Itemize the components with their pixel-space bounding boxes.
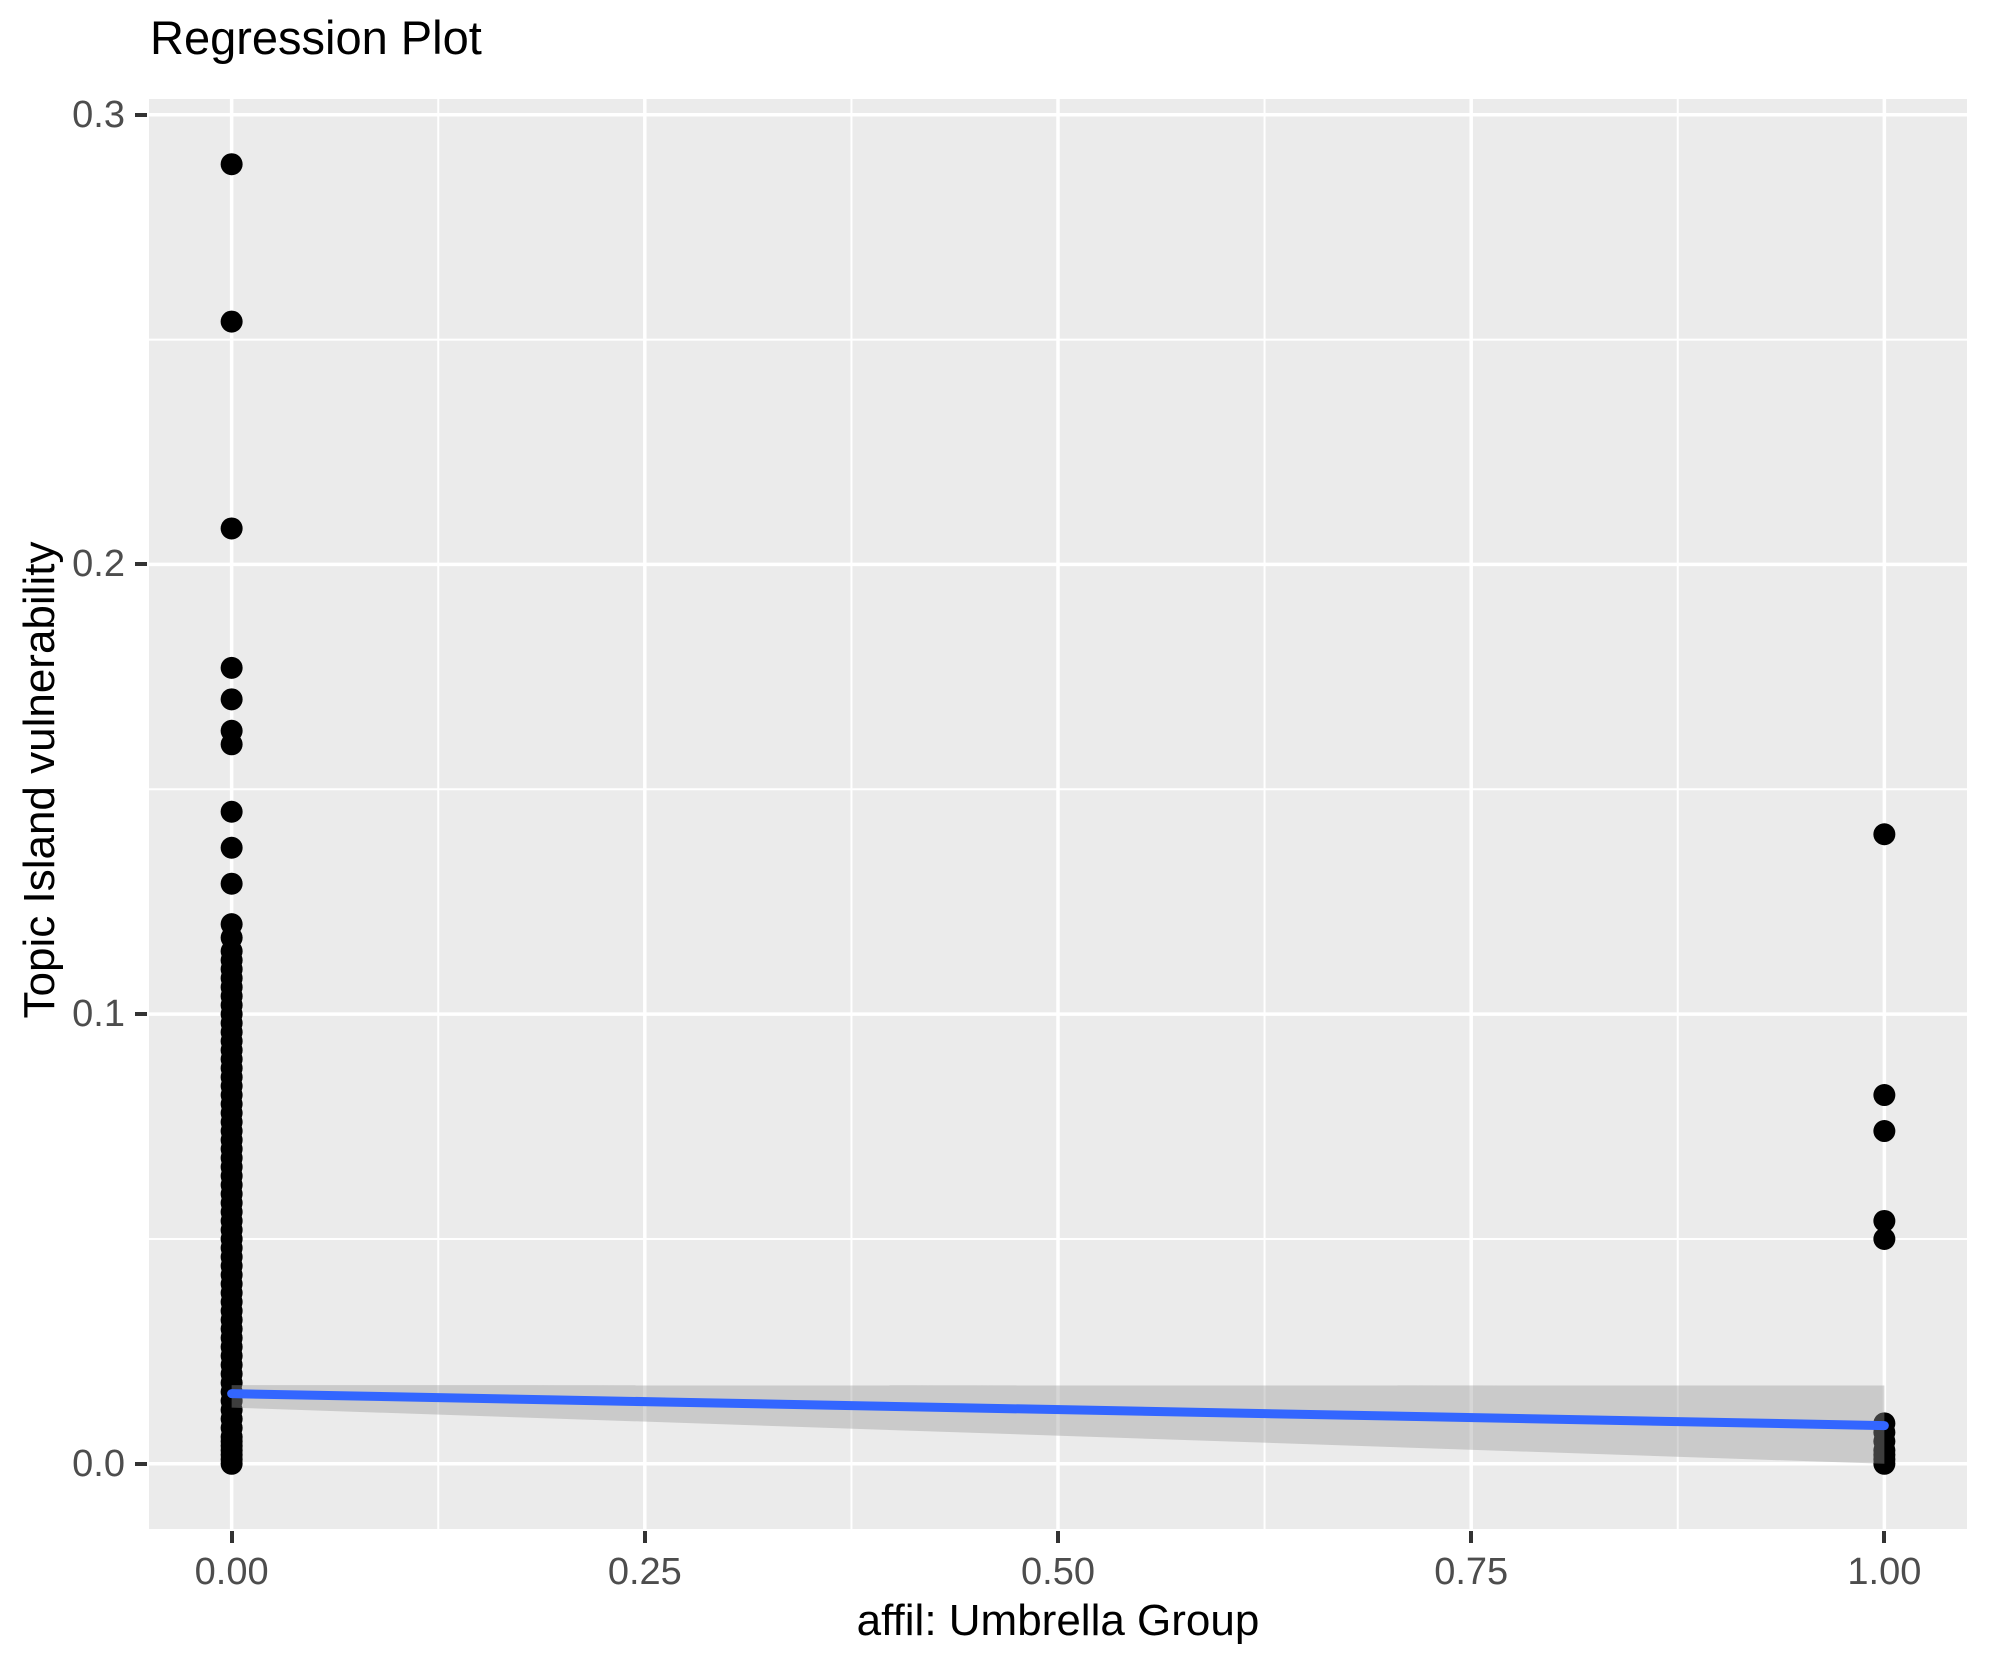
data-point [220, 872, 243, 895]
x-tick-label: 0.50 [1021, 1551, 1095, 1593]
plot-canvas [149, 99, 1967, 1529]
y-tick-label: 0.1 [72, 993, 125, 1036]
data-point [1873, 1084, 1896, 1107]
data-point [1873, 823, 1896, 846]
y-tick-label: 0.3 [72, 93, 125, 136]
x-tick-label: 0.00 [194, 1551, 269, 1593]
data-point [1873, 1120, 1896, 1143]
data-point [220, 1452, 243, 1475]
data-point [220, 656, 243, 679]
y-tick-label: 0.0 [72, 1442, 125, 1485]
x-axis-title: affil: Umbrella Group [856, 1596, 1260, 1645]
y-tick-mark [135, 1012, 147, 1017]
plot-panel [149, 99, 1967, 1529]
x-tick-label: 0.25 [607, 1551, 682, 1593]
plot-title: Regression Plot [150, 11, 482, 64]
x-tick-mark [1469, 1531, 1474, 1543]
data-point [1873, 1452, 1896, 1475]
data-point [1873, 1209, 1896, 1232]
data-point [220, 800, 243, 823]
regression-line [227, 1389, 1889, 1431]
x-tick-mark [229, 1531, 234, 1543]
data-point [220, 310, 243, 333]
data-point [220, 836, 243, 859]
data-point [220, 733, 243, 756]
y-tick-mark [135, 112, 147, 117]
y-tick-label: 0.2 [72, 543, 125, 586]
x-tick-label: 1.00 [1847, 1551, 1922, 1593]
x-tick-mark [1882, 1531, 1887, 1543]
data-point [220, 688, 243, 711]
y-axis-title: Topic Island vulnerability [15, 541, 64, 1019]
x-tick-label: 0.75 [1434, 1551, 1509, 1593]
y-tick-mark [135, 1461, 147, 1466]
data-point [220, 517, 243, 540]
x-tick-mark [642, 1531, 647, 1543]
data-point [1873, 1227, 1896, 1250]
y-tick-mark [135, 562, 147, 567]
x-tick-mark [1056, 1531, 1060, 1543]
data-point [220, 153, 243, 176]
